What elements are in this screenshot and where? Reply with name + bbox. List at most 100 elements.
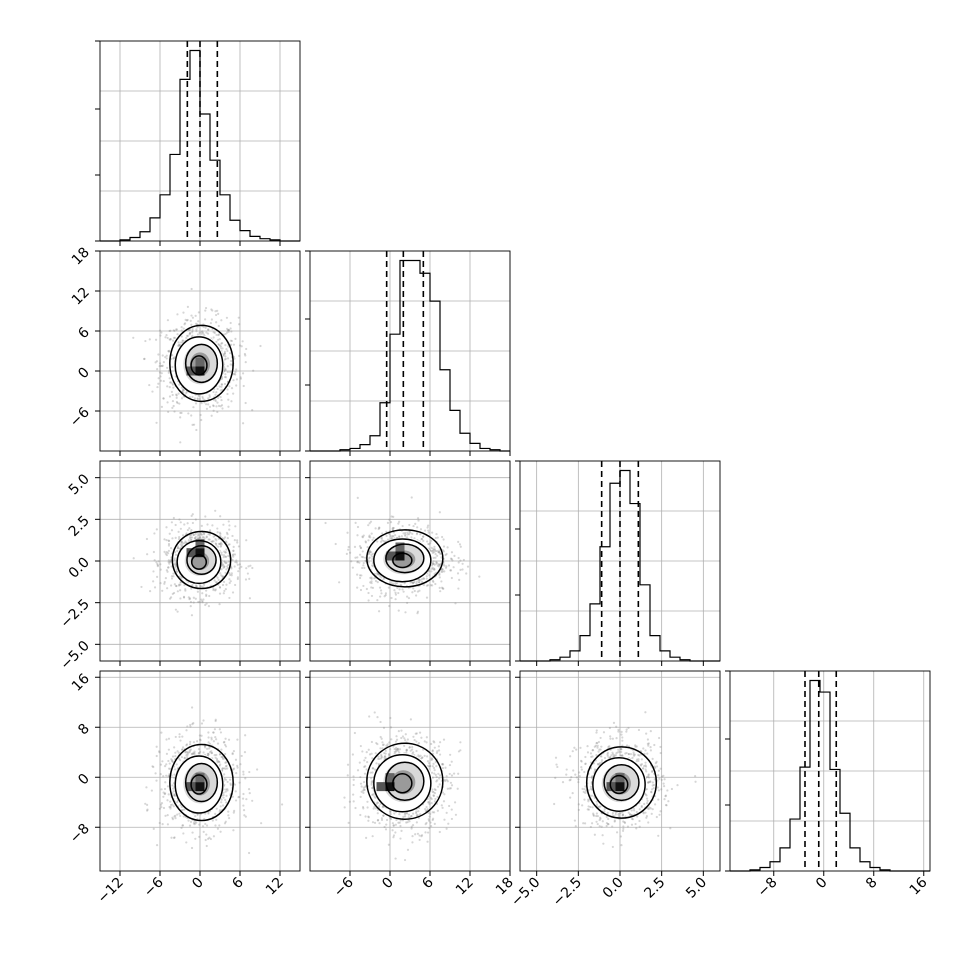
sample-point [424,808,427,811]
sample-point [192,741,196,744]
sample-point [193,537,196,540]
sample-point [167,544,171,547]
sample-point [244,777,247,780]
sample-point [615,737,618,740]
sample-point [187,751,190,754]
sample-point [402,815,405,818]
sample-point [362,786,365,789]
sample-point [392,824,395,827]
sample-point [218,602,221,606]
sample-point [587,798,590,801]
sample-point [171,339,175,342]
sample-point [411,748,414,751]
x-tick-label: 0 [813,875,831,893]
sample-point [415,740,418,743]
density-peak [385,782,395,792]
sample-point [433,769,436,772]
sample-point [398,751,401,754]
sample-point [433,568,436,571]
x-tick-label: −12 [95,875,127,907]
sample-point [433,772,436,775]
sample-point [184,750,187,753]
sample-point [169,338,172,341]
sample-point [215,340,218,343]
sample-point [349,551,352,554]
sample-point [393,812,396,815]
sample-point [160,805,163,809]
sample-point [169,381,173,384]
sample-point [416,526,419,529]
sample-point [376,580,379,584]
sample-point [403,744,406,747]
sample-point [224,562,228,565]
sample-point [169,800,172,803]
sample-point [404,733,407,736]
sample-point [223,589,226,593]
sample-point [371,538,374,541]
sample-point [221,755,224,758]
sample-point [228,571,231,575]
sample-point [165,553,168,557]
sample-point [426,840,429,843]
sample-point [206,752,209,755]
sample-point [441,568,444,571]
sample-point [362,564,365,567]
sample-point [426,524,430,527]
sample-point [150,789,153,792]
sample-point [165,354,168,357]
y-tick-label: 2.5 [66,513,93,540]
sample-point [205,331,208,334]
sample-point [190,587,193,590]
sample-point [132,557,135,560]
sample-point [427,529,430,532]
sample-point [634,822,637,826]
sample-point [378,526,381,530]
sample-point [155,575,159,578]
sample-point [232,768,235,771]
sample-point [212,540,215,543]
sample-point [161,354,164,357]
sample-point [372,536,375,539]
sample-point [414,833,417,836]
sample-point [181,542,184,545]
sample-point [373,577,376,580]
sample-point [192,751,195,755]
sample-point [217,542,220,545]
sample-point [600,755,603,758]
sample-point [195,428,198,432]
sample-point [177,751,180,754]
sample-point [371,555,374,558]
sample-point [174,814,177,817]
sample-point [248,792,251,795]
sample-point [362,807,365,810]
sample-point [153,532,156,535]
sample-point [239,376,242,379]
sample-point [193,752,196,755]
sample-point [457,556,460,560]
sample-point [179,759,182,762]
sample-point [657,769,660,772]
contour-level-2 [373,538,432,583]
sample-point [161,760,164,763]
sample-point [221,575,225,578]
sample-point [182,389,185,392]
sample-point [587,800,590,803]
sample-point [174,584,178,588]
sample-point [401,735,405,738]
sample-point [429,796,432,799]
sample-point [375,741,378,745]
sample-point [159,773,162,776]
sample-point [163,580,166,584]
sample-point [204,822,207,826]
sample-point [434,761,437,764]
sample-point [204,326,207,329]
sample-point [188,597,192,600]
sample-point [193,750,196,753]
sample-point [450,808,453,811]
sample-point [391,822,394,825]
sample-point [431,531,434,534]
sample-point [555,763,558,766]
sample-point [436,536,439,539]
sample-point [191,722,194,726]
sample-point [442,763,445,766]
